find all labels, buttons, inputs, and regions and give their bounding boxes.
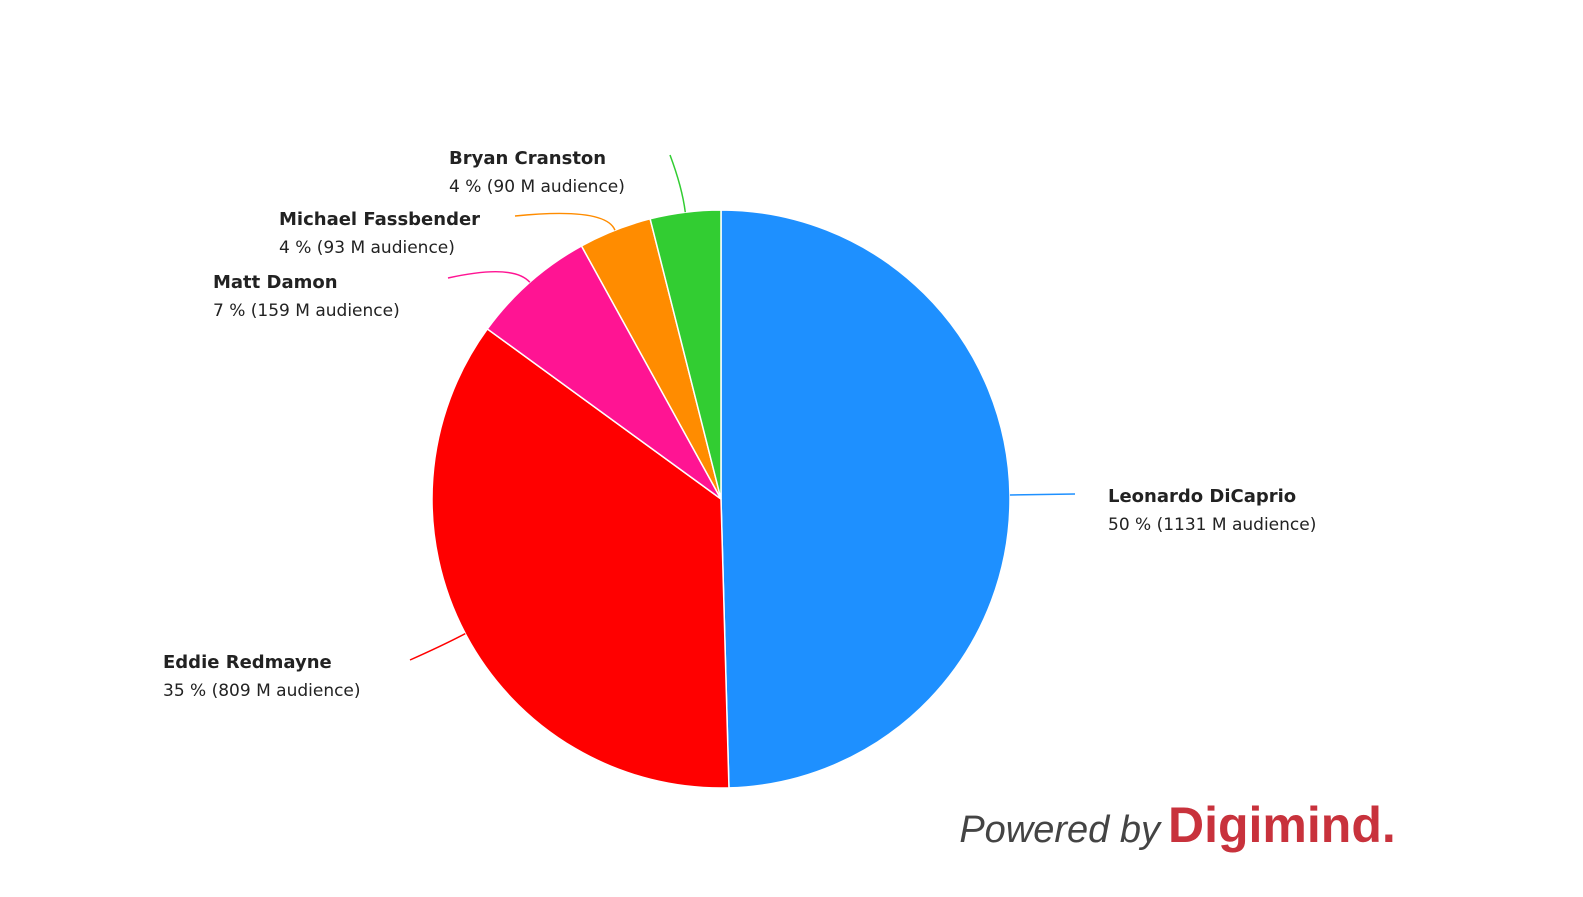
label-value: 4 % (93 M audience): [279, 238, 455, 258]
connector: [669, 154, 687, 213]
label-name: Eddie Redmayne: [163, 652, 332, 673]
connector: [514, 212, 616, 231]
pie-slice: [649, 209, 722, 500]
label-value: 7 % (159 M audience): [213, 301, 400, 321]
powered-by: Powered by: [959, 809, 1162, 851]
pie-slice: [431, 327, 730, 789]
pie-slice: [720, 209, 1011, 789]
label-value: 35 % (809 M audience): [163, 681, 361, 701]
label-name: Matt Damon: [213, 272, 338, 293]
label-value: 4 % (90 M audience): [449, 177, 625, 197]
connector: [409, 632, 466, 661]
label-name: Leonardo DiCaprio: [1108, 486, 1296, 507]
brand: Digimind.: [1168, 797, 1396, 853]
pie-slice: [486, 244, 722, 500]
label-name: Bryan Cranston: [449, 148, 606, 169]
label-name: Michael Fassbender: [279, 209, 480, 230]
connector: [1009, 493, 1076, 496]
label-value: 50 % (1131 M audience): [1108, 515, 1316, 535]
connector: [447, 270, 531, 283]
